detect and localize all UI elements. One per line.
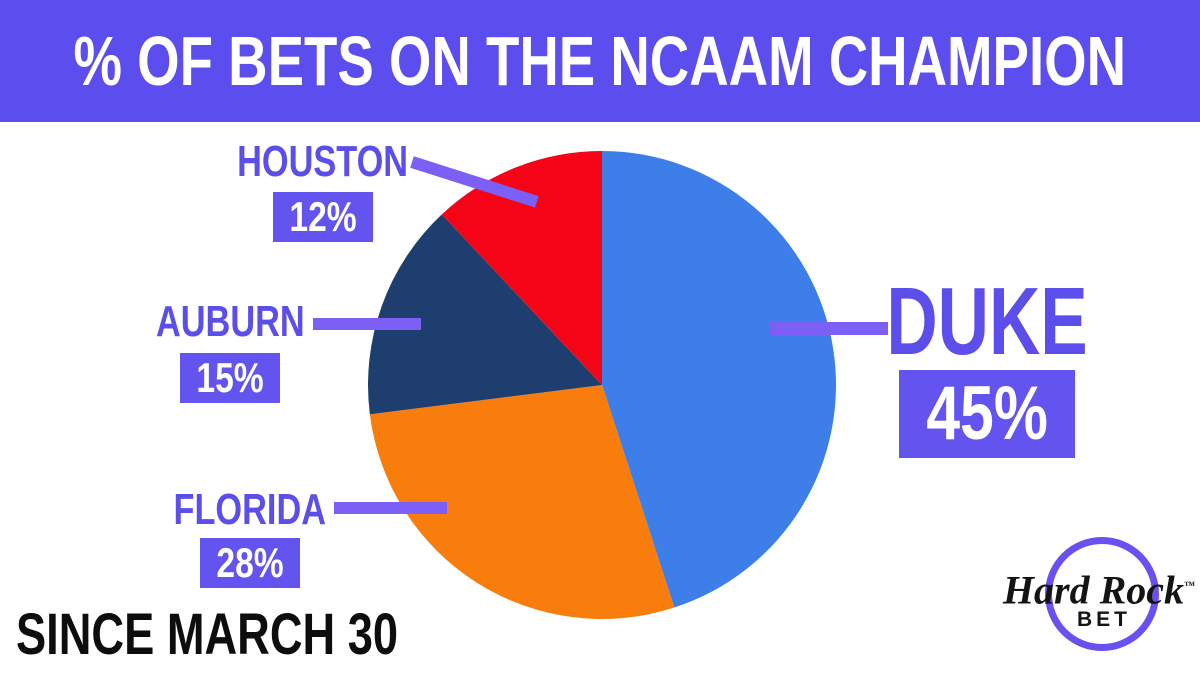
- logo-bet-text: BET: [1077, 608, 1131, 631]
- leader-line-florida: [334, 502, 447, 514]
- leader-line-duke: [770, 322, 888, 335]
- pie-slices: [368, 150, 837, 620]
- duke-pct-badge: 45%: [898, 370, 1076, 458]
- logo-brand-text: Hard Rock™: [999, 566, 1199, 610]
- callout-auburn: AUBURN 15%: [110, 300, 350, 403]
- duke-pct-value: 45%: [926, 371, 1048, 456]
- since-date-label: SINCE MARCH 30: [16, 602, 399, 667]
- logo-brand-word: Hard Rock: [1002, 567, 1185, 613]
- logo-trademark: ™: [1184, 580, 1196, 592]
- leader-line-auburn: [313, 318, 421, 330]
- page-title: % OF BETS ON THE NCAAM CHAMPION: [73, 22, 1127, 100]
- houston-pct-value: 12%: [289, 193, 357, 240]
- pie-slice-florida: [369, 385, 675, 620]
- auburn-pct-value: 15%: [196, 354, 264, 401]
- title-banner: % OF BETS ON THE NCAAM CHAMPION: [0, 0, 1200, 122]
- duke-label: DUKE: [886, 268, 1088, 375]
- florida-pct-badge: 28%: [199, 538, 301, 588]
- auburn-label: AUBURN: [155, 297, 305, 346]
- auburn-pct-badge: 15%: [179, 353, 281, 403]
- florida-label: FLORIDA: [173, 485, 327, 534]
- hard-rock-bet-logo: Hard Rock™ BET: [1003, 537, 1195, 651]
- logo-ring-icon: [1045, 537, 1159, 651]
- leader-lines: [313, 156, 888, 514]
- callout-houston: HOUSTON 12%: [203, 140, 443, 242]
- pie-slice-houston: [441, 151, 602, 385]
- houston-label: HOUSTON: [237, 137, 409, 186]
- callout-florida: FLORIDA 28%: [130, 488, 370, 588]
- pie-slice-duke: [602, 150, 837, 608]
- houston-pct-badge: 12%: [272, 192, 374, 242]
- callout-duke: DUKE 45%: [857, 268, 1117, 458]
- pie-slice-auburn: [368, 214, 602, 415]
- leader-line-houston: [410, 156, 539, 208]
- florida-pct-value: 28%: [216, 539, 284, 586]
